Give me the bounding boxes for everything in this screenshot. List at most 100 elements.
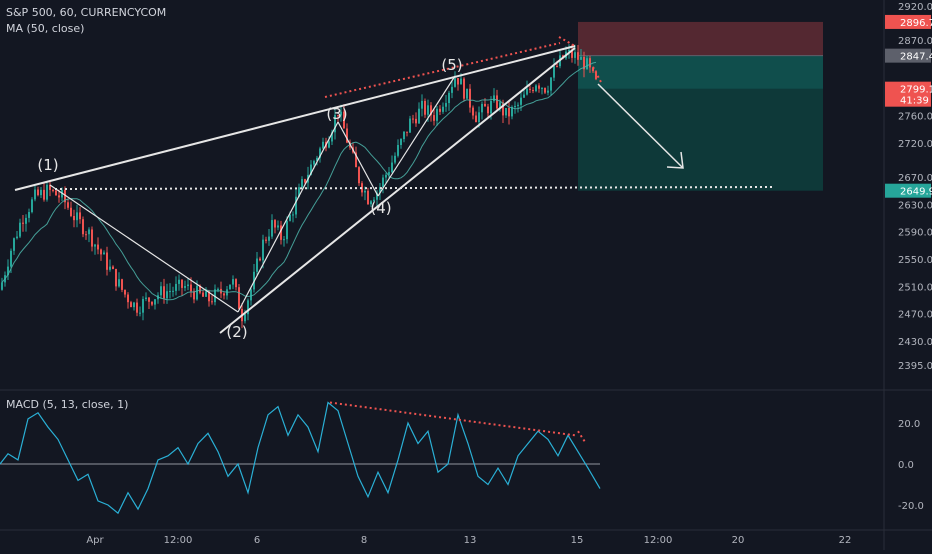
candle-body <box>556 66 558 68</box>
price-tick-label: 2510.0 <box>898 282 932 293</box>
wave-label: (1) <box>37 156 58 174</box>
candle-body <box>1 282 3 290</box>
candle-body <box>592 67 594 72</box>
candle-body <box>97 244 99 250</box>
candle-body <box>445 103 447 107</box>
macd-tick-label: -20.0 <box>898 501 924 512</box>
macd-tick-label: 0.0 <box>898 460 914 471</box>
price-tick-label: 2920.0 <box>898 2 932 13</box>
candle-body <box>487 106 489 114</box>
price-badge <box>885 48 931 63</box>
candle-body <box>145 297 147 299</box>
candle-body <box>163 286 165 299</box>
candle-body <box>523 94 525 98</box>
candle-body <box>484 103 486 107</box>
candle-body <box>586 58 588 70</box>
candle-body <box>199 285 201 293</box>
candle-body <box>187 284 189 287</box>
candle-body <box>244 314 246 322</box>
wave-segment <box>377 75 456 197</box>
candle-body <box>418 108 420 124</box>
candle-body <box>196 285 198 300</box>
time-tick-label: 22 <box>839 535 852 546</box>
candle-body <box>391 162 393 173</box>
candle-body <box>271 220 273 237</box>
wave-segment <box>337 121 379 197</box>
candle-body <box>118 279 120 287</box>
candle-body <box>37 189 39 196</box>
candle-body <box>169 291 171 293</box>
candle-body <box>532 89 534 92</box>
candle-body <box>547 90 549 93</box>
candle-body <box>499 102 501 109</box>
candle-body <box>517 104 519 106</box>
ma-line <box>1 61 597 301</box>
candle-body <box>160 286 162 296</box>
price-tick-label: 2720.0 <box>898 139 932 150</box>
position-zones <box>578 21 823 191</box>
time-tick-label: 20 <box>732 535 745 546</box>
candle-body <box>340 111 342 116</box>
candle-body <box>58 195 60 198</box>
candle-body <box>568 49 570 52</box>
candle-body <box>295 196 297 215</box>
symbol-legend[interactable]: S&P 500, 60, CURRENCYCOM <box>6 6 167 19</box>
candle-body <box>130 302 132 308</box>
candle-body <box>250 289 252 301</box>
ma-legend[interactable]: MA (50, close) <box>6 22 85 35</box>
candle-body <box>85 234 87 236</box>
candle-body <box>262 239 264 261</box>
candle-body <box>358 167 360 184</box>
candle-body <box>22 222 24 224</box>
candle-body <box>55 190 57 196</box>
candle-body <box>502 102 504 116</box>
candle-body <box>379 187 381 193</box>
time-tick-label: 8 <box>361 535 367 546</box>
candle-body <box>595 71 597 80</box>
candle-body <box>208 291 210 302</box>
candle-body <box>337 114 339 116</box>
candle-body <box>139 312 141 314</box>
candle-body <box>34 189 36 200</box>
price-axis: 2920.0 2870.0 2760.0 2720.0 2670.0 2630.0 2590… <box>885 2 932 512</box>
candle-body <box>25 217 27 224</box>
price-badge <box>885 14 931 29</box>
macd-legend[interactable]: MACD (5, 13, close, 1) <box>6 398 129 411</box>
candle-body <box>268 236 270 241</box>
candle-body <box>127 294 129 303</box>
candle-body <box>421 100 423 109</box>
candle-body <box>28 212 30 218</box>
price-tick-label: 2870.0 <box>898 36 932 47</box>
candle-body <box>46 184 48 200</box>
candle-body <box>577 52 579 60</box>
candle-body <box>13 238 15 251</box>
candle-body <box>151 301 153 305</box>
candle-body <box>427 105 429 115</box>
candle-body <box>478 112 480 123</box>
price-tick-label: 2630.0 <box>898 200 932 211</box>
candle-body <box>481 103 483 113</box>
candle-body <box>292 214 294 216</box>
candle-body <box>493 95 495 101</box>
candle-body <box>496 95 498 109</box>
candle-body <box>79 212 81 220</box>
candle-body <box>454 78 456 87</box>
candle-body <box>448 92 450 104</box>
candle-body <box>88 229 90 235</box>
candle-body <box>178 279 180 284</box>
price-tick-label: 2550.0 <box>898 255 932 266</box>
candle-body <box>259 258 261 261</box>
time-tick-label: 12:00 <box>164 535 193 546</box>
wave-label: (4) <box>370 199 391 217</box>
candle-body <box>415 118 417 124</box>
candle-body <box>286 220 288 240</box>
candle-body <box>265 239 267 241</box>
price-drop-dotted <box>592 66 603 85</box>
candle-body <box>70 207 72 216</box>
price-tick-label: 2470.0 <box>898 310 932 321</box>
filled-zone <box>578 55 823 89</box>
projection-arrow-head <box>666 151 684 169</box>
